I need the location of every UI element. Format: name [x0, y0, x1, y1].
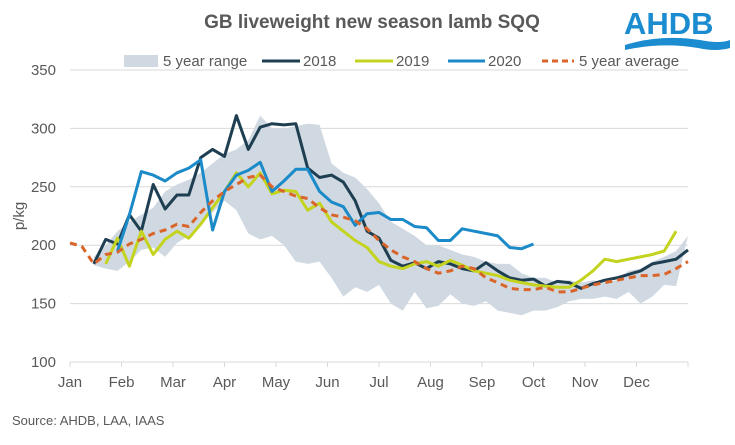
- legend-swatch-range: [124, 55, 158, 67]
- y-tick-label: 250: [31, 179, 56, 196]
- ahdb-logo: AHDB: [624, 6, 730, 50]
- x-tick-label: Sep: [469, 374, 496, 391]
- plot-area: [69, 114, 689, 316]
- x-tick-label: Nov: [572, 374, 599, 391]
- legend-label-range: 5 year range: [163, 53, 247, 70]
- y-axis-label: p/kg: [11, 202, 28, 230]
- legend-label-avg: 5 year average: [579, 53, 679, 70]
- series-band-5-year-range: [93, 115, 689, 316]
- x-tick-label: Jan: [58, 374, 82, 391]
- x-tick-label: May: [262, 374, 291, 391]
- legend: 5 year range 2018 2019 2020 5 year avera…: [124, 53, 679, 70]
- logo-wave-icon: [625, 37, 730, 50]
- y-tick-label: 350: [31, 62, 56, 79]
- x-tick-label: Feb: [109, 374, 135, 391]
- x-tick-label: Mar: [160, 374, 186, 391]
- x-axis: Jan Feb Mar Apr May Jun Jul Aug Sep Oct Nov Dec: [58, 361, 689, 391]
- logo-text: AHDB: [624, 6, 714, 41]
- legend-label-2019: 2019: [396, 53, 429, 70]
- legend-label-2018: 2018: [303, 53, 336, 70]
- y-tick-label: 150: [31, 296, 56, 313]
- legend-label-2020: 2020: [488, 53, 521, 70]
- y-tick-label: 300: [31, 120, 56, 137]
- x-tick-label: Jul: [369, 374, 388, 391]
- series-line-avg: [69, 173, 689, 294]
- series-line-2018: [92, 114, 689, 290]
- x-tick-label: Aug: [417, 374, 444, 391]
- y-axis: 100 150 200 250 300 350: [31, 62, 56, 371]
- series-line-2019: [104, 171, 678, 289]
- source-note: Source: AHDB, LAA, IAAS: [12, 413, 165, 428]
- y-tick-label: 100: [31, 354, 56, 371]
- x-tick-label: Oct: [522, 374, 546, 391]
- x-tick-label: Dec: [623, 374, 650, 391]
- x-tick-label: Jun: [315, 374, 339, 391]
- x-tick-label: Apr: [213, 374, 236, 391]
- chart-title: GB liveweight new season lamb SQQ: [204, 12, 540, 33]
- y-tick-label: 200: [31, 237, 56, 254]
- series-line-2020: [116, 158, 535, 252]
